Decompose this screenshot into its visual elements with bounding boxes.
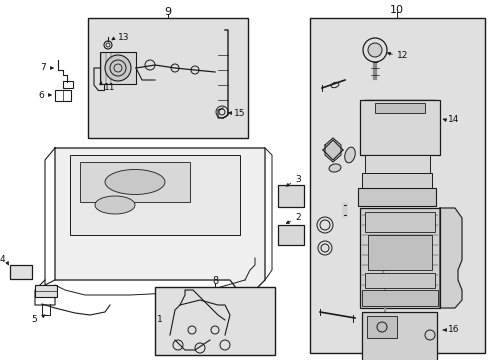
Circle shape (367, 43, 381, 57)
Polygon shape (325, 138, 340, 162)
Circle shape (168, 311, 182, 325)
Text: 14: 14 (447, 116, 458, 125)
Text: 5: 5 (31, 315, 37, 324)
Bar (80, 162, 190, 202)
Polygon shape (439, 208, 461, 308)
Bar (366, 316, 396, 338)
Text: 16: 16 (447, 325, 459, 334)
Circle shape (105, 55, 131, 81)
Text: 4: 4 (0, 256, 5, 265)
Bar (10, 265, 32, 279)
Text: 15: 15 (234, 108, 245, 117)
Bar (374, 103, 424, 113)
Bar (361, 290, 437, 306)
Bar (364, 212, 434, 232)
Bar (359, 208, 439, 308)
Bar (359, 100, 439, 155)
Bar (63, 81, 73, 88)
Ellipse shape (328, 164, 340, 172)
Text: 6: 6 (38, 90, 44, 99)
Bar (278, 225, 304, 245)
Bar (70, 155, 240, 235)
Bar (55, 90, 71, 101)
Text: 3: 3 (294, 175, 300, 184)
Bar (35, 285, 57, 297)
Text: 9: 9 (164, 7, 171, 17)
Bar (88, 18, 247, 138)
Text: 7: 7 (40, 63, 46, 72)
Text: 2: 2 (294, 213, 300, 222)
Bar (278, 185, 304, 207)
Text: 12: 12 (396, 50, 407, 59)
Bar (364, 273, 434, 288)
Circle shape (362, 38, 386, 62)
Ellipse shape (344, 147, 354, 163)
Bar (100, 52, 136, 84)
Bar (357, 188, 435, 206)
Bar (155, 287, 274, 355)
Bar (361, 173, 431, 188)
Circle shape (424, 330, 434, 340)
Text: 13: 13 (118, 32, 129, 41)
Bar (361, 312, 436, 360)
Ellipse shape (105, 170, 164, 194)
Bar (367, 235, 431, 270)
Text: 11: 11 (104, 84, 115, 93)
Text: 1: 1 (157, 315, 163, 324)
Bar (364, 155, 429, 173)
Text: 10: 10 (389, 5, 403, 15)
Polygon shape (55, 148, 264, 300)
Ellipse shape (95, 196, 135, 214)
Bar (309, 18, 484, 353)
Text: 8: 8 (211, 276, 218, 286)
